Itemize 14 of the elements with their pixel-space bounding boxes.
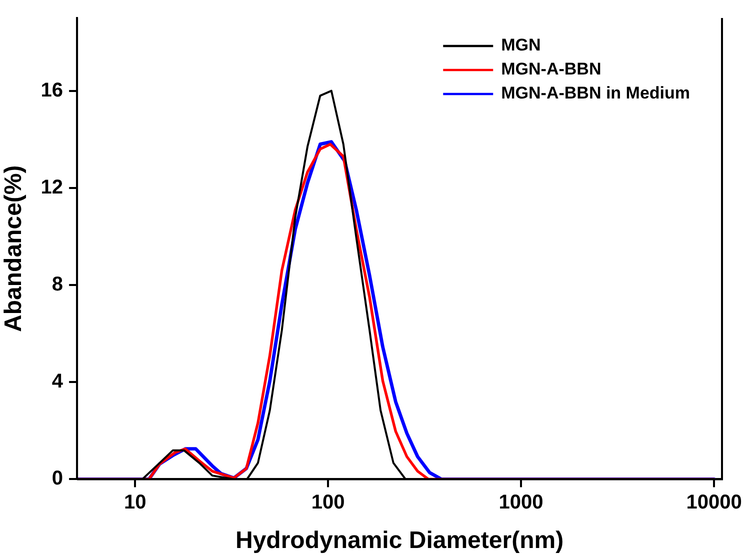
legend-label: MGN-A-BBN in Medium [501, 84, 690, 103]
x-tick-label: 100 [311, 492, 345, 514]
y-tick-label: 0 [52, 468, 64, 490]
y-tick-label: 16 [40, 79, 64, 102]
legend-label: MGN [501, 36, 541, 55]
legend-label: MGN-A-BBN [501, 60, 602, 79]
x-axis-title: Hydrodynamic Diameter(nm) [235, 527, 564, 554]
y-tick-label: 4 [52, 370, 64, 393]
y-tick-label: 8 [52, 274, 64, 296]
y-tick-label: 12 [40, 176, 64, 198]
y-axis-title: Abandance(%) [0, 165, 28, 332]
x-tick-label: 10 [124, 492, 146, 514]
x-tick-label: 1000 [498, 492, 544, 514]
x-tick-label: 10000 [686, 492, 742, 514]
